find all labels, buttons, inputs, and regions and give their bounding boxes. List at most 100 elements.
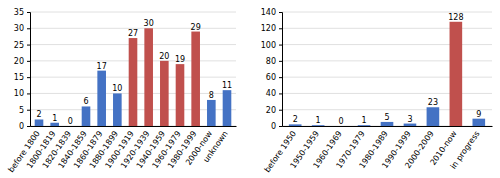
y-tick-mark xyxy=(279,93,282,94)
y-tick: 20 xyxy=(266,106,282,115)
y-tick: 100 xyxy=(261,41,282,50)
bars xyxy=(289,22,485,126)
panel: 05101520253035before 18001800-18191820-1… xyxy=(7,8,237,174)
bar xyxy=(50,123,59,126)
y-tick-mark xyxy=(279,61,282,62)
y-tick-mark xyxy=(27,12,30,13)
y-axis: 0 20 40 60 80 100 120 140 xyxy=(261,8,283,131)
y-tick-mark xyxy=(279,77,282,78)
y-tick-label: 30 xyxy=(14,24,24,33)
y-tick-mark xyxy=(27,61,30,62)
y-tick-mark xyxy=(27,126,30,127)
x-axis-line xyxy=(283,126,493,127)
data-label: 30 xyxy=(144,19,154,28)
chart-container: 05101520253035before 18001800-18191820-1… xyxy=(0,0,500,178)
y-tick-label: 0 xyxy=(19,122,24,131)
y-tick-label: 20 xyxy=(14,57,24,66)
bar xyxy=(207,100,216,126)
x-tick-label: in progress xyxy=(449,129,482,171)
bars xyxy=(35,28,232,126)
y-tick: 10 xyxy=(14,89,30,98)
data-label: 10 xyxy=(112,84,122,93)
bar xyxy=(82,106,91,126)
y-tick: 0 xyxy=(271,122,282,131)
y-tick-label: 25 xyxy=(14,41,24,50)
y-tick-label: 20 xyxy=(266,106,276,115)
x-axis-line xyxy=(31,126,237,127)
data-label: 3 xyxy=(407,115,412,124)
data-labels: 210153231289 xyxy=(293,13,482,126)
y-tick-label: 0 xyxy=(271,122,276,131)
bar xyxy=(472,119,485,126)
data-label: 0 xyxy=(339,117,344,126)
y-tick-label: 15 xyxy=(14,73,24,82)
bar xyxy=(404,124,417,126)
y-tick: 5 xyxy=(19,106,30,115)
y-tick: 60 xyxy=(266,73,282,82)
y-tick-label: 40 xyxy=(266,89,276,98)
y-tick-label: 5 xyxy=(19,106,24,115)
chart-svg: 05101520253035before 18001800-18191820-1… xyxy=(0,0,500,178)
bar xyxy=(427,107,440,126)
data-label: 20 xyxy=(159,52,169,61)
bar xyxy=(450,22,463,126)
bar xyxy=(289,124,302,126)
y-tick-mark xyxy=(27,77,30,78)
y-axis: 0 5 10 15 20 25 30 35 xyxy=(14,8,31,131)
panel: 0 20 40 60 80 100 120 140 before 19501950-195919… xyxy=(261,8,493,174)
grid xyxy=(282,12,492,126)
y-axis-line xyxy=(279,13,283,127)
data-label: 2 xyxy=(36,110,41,119)
y-tick-mark xyxy=(27,28,30,29)
x-axis: before 18001800-18191820-18391840-185918… xyxy=(7,127,237,175)
y-tick-label: 60 xyxy=(266,73,276,82)
bar xyxy=(191,32,200,126)
data-label: 6 xyxy=(83,97,88,106)
y-tick: 80 xyxy=(266,57,282,66)
y-tick-mark xyxy=(279,12,282,13)
y-tick-mark xyxy=(279,45,282,46)
x-tick-label: unknown xyxy=(202,129,230,164)
y-tick: 40 xyxy=(266,89,282,98)
data-label: 5 xyxy=(384,113,389,122)
y-tick: 35 xyxy=(14,8,30,17)
bar xyxy=(129,38,138,126)
data-label: 0 xyxy=(68,117,73,126)
y-tick-label: 100 xyxy=(261,41,276,50)
bar xyxy=(35,119,44,126)
y-tick-mark xyxy=(279,110,282,111)
bar xyxy=(97,71,106,126)
y-tick: 20 xyxy=(14,57,30,66)
y-tick: 0 xyxy=(19,122,30,131)
bar xyxy=(113,93,122,126)
data-label: 9 xyxy=(476,110,481,119)
x-tick: in progress xyxy=(449,129,482,171)
data-label: 11 xyxy=(222,81,232,90)
data-label: 19 xyxy=(175,55,185,64)
y-tick-mark xyxy=(27,93,30,94)
bar xyxy=(223,90,232,126)
y-tick-mark xyxy=(27,110,30,111)
y-tick-mark xyxy=(279,126,282,127)
y-tick: 30 xyxy=(14,24,30,33)
y-tick-label: 10 xyxy=(14,89,24,98)
y-tick: 120 xyxy=(261,24,282,33)
y-tick: 25 xyxy=(14,41,30,50)
data-label: 8 xyxy=(209,91,214,100)
y-tick-label: 120 xyxy=(261,24,276,33)
x-axis: before 19501950-19591960-19691970-197919… xyxy=(263,127,493,175)
bar xyxy=(176,64,185,126)
y-tick-label: 140 xyxy=(261,8,276,17)
data-label: 1 xyxy=(52,114,57,123)
data-labels: 210617102730201929811 xyxy=(36,19,232,126)
y-tick-label: 80 xyxy=(266,57,276,66)
x-tick: unknown xyxy=(202,129,230,164)
y-tick: 140 xyxy=(261,8,282,17)
data-label: 17 xyxy=(97,62,107,71)
y-tick: 15 xyxy=(14,73,30,82)
grid-line xyxy=(30,12,236,13)
bar xyxy=(144,28,153,126)
data-label: 1 xyxy=(362,116,367,125)
data-label: 29 xyxy=(191,23,201,32)
data-label: 27 xyxy=(128,29,138,38)
